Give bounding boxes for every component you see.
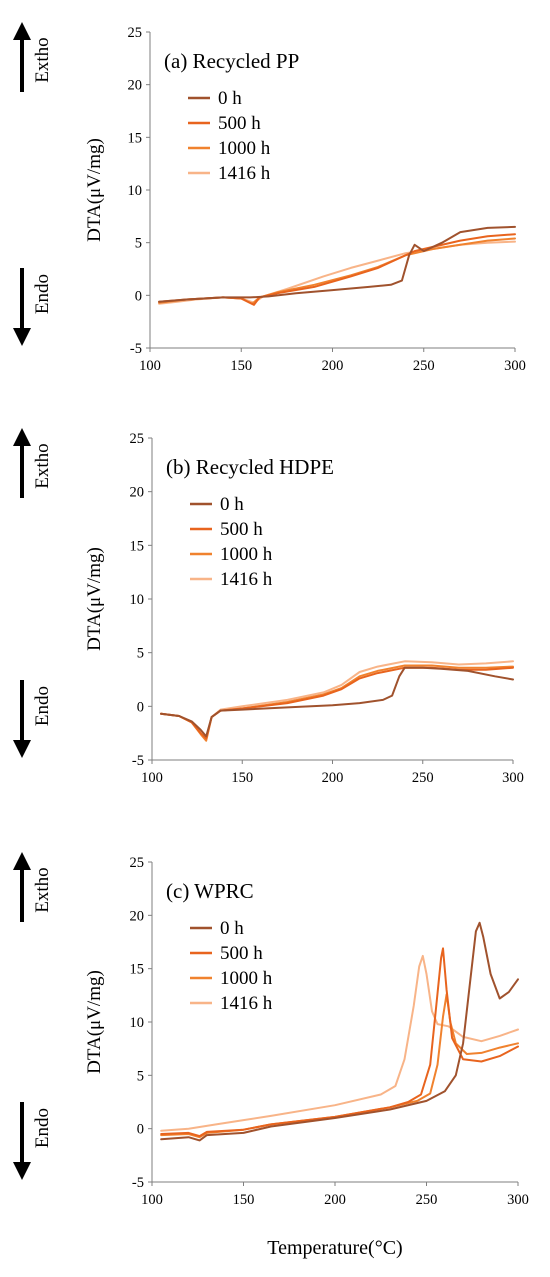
series-line-1416h bbox=[158, 240, 516, 305]
x-tick-label: 150 bbox=[230, 358, 252, 374]
legend-label: 500 h bbox=[218, 113, 261, 134]
y-tick-label: 15 bbox=[130, 962, 145, 978]
x-tick-label: 100 bbox=[141, 1192, 163, 1208]
exotherm-label: Extho bbox=[32, 867, 53, 912]
series-line-0h bbox=[158, 225, 516, 303]
legend-label: 1000 h bbox=[220, 544, 273, 565]
series-line-1000h bbox=[160, 664, 514, 742]
arrow-down-icon bbox=[13, 268, 31, 346]
legend-label: 1000 h bbox=[220, 968, 273, 989]
y-tick-label: 10 bbox=[128, 183, 143, 199]
y-tick-label: 0 bbox=[137, 699, 144, 715]
panel-3: -5 0 5 10 15 20 25 100 150 200 250 300 DTA(μV/mg) (c)… bbox=[13, 852, 529, 1208]
legend-label: 500 h bbox=[220, 519, 263, 540]
series-line-1416h bbox=[160, 954, 519, 1132]
y-tick-label: 0 bbox=[135, 288, 142, 304]
exotherm-label: Extho bbox=[32, 443, 53, 488]
y-axis-label: DTA(μV/mg) bbox=[84, 138, 105, 242]
y-tick-label: -5 bbox=[132, 1175, 144, 1191]
arrow-down-icon bbox=[13, 1102, 31, 1180]
arrow-down-icon bbox=[13, 680, 31, 758]
y-tick-label: 15 bbox=[128, 130, 143, 146]
y-axis-label: DTA(μV/mg) bbox=[84, 970, 105, 1074]
x-axis-label: Temperature(°C) bbox=[267, 1237, 402, 1259]
legend-label: 1416 h bbox=[220, 993, 273, 1014]
y-tick-label: 25 bbox=[130, 431, 145, 447]
x-tick-label: 300 bbox=[502, 770, 524, 786]
arrow-up-icon bbox=[13, 22, 31, 92]
x-tick-label: 150 bbox=[231, 770, 253, 786]
legend-label: 500 h bbox=[220, 943, 263, 964]
y-tick-label: 10 bbox=[130, 1015, 145, 1031]
y-tick-label: 10 bbox=[130, 592, 145, 608]
exotherm-label: Extho bbox=[32, 37, 53, 82]
panel-1: -5 0 5 10 15 20 25 100 150 200 250 300 DTA(μV/mg) (a)… bbox=[13, 22, 526, 374]
legend-label: 0 h bbox=[218, 88, 242, 109]
y-tick-label: 20 bbox=[130, 908, 145, 924]
y-tick-label: 25 bbox=[128, 25, 143, 41]
x-tick-label: 250 bbox=[412, 770, 434, 786]
y-tick-label: 25 bbox=[130, 855, 145, 871]
series-line-1416h bbox=[160, 660, 514, 740]
legend-label: 0 h bbox=[220, 918, 244, 939]
endotherm-label: Endo bbox=[32, 1108, 53, 1148]
x-tick-label: 150 bbox=[233, 1192, 255, 1208]
legend-label: 1416 h bbox=[218, 163, 271, 184]
x-tick-label: 100 bbox=[141, 770, 163, 786]
y-tick-label: 5 bbox=[137, 646, 144, 662]
legend-label: 1416 h bbox=[220, 569, 273, 590]
x-tick-label: 200 bbox=[322, 770, 344, 786]
y-tick-label: -5 bbox=[132, 753, 144, 769]
arrow-up-icon bbox=[13, 852, 31, 922]
series-line-500h bbox=[160, 947, 519, 1138]
x-tick-label: 300 bbox=[507, 1192, 529, 1208]
panel-title: (a) Recycled PP bbox=[164, 49, 299, 73]
panel-title: (b) Recycled HDPE bbox=[166, 455, 334, 479]
y-tick-label: 5 bbox=[137, 1068, 144, 1084]
y-tick-label: 20 bbox=[128, 78, 143, 94]
panel-title: (c) WPRC bbox=[166, 879, 254, 903]
endotherm-label: Endo bbox=[32, 274, 53, 314]
x-tick-label: 250 bbox=[416, 1192, 438, 1208]
series-line-0h bbox=[160, 666, 514, 738]
x-tick-label: 100 bbox=[139, 358, 161, 374]
y-axis-label: DTA(μV/mg) bbox=[84, 547, 105, 651]
x-tick-label: 200 bbox=[324, 1192, 346, 1208]
y-tick-label: 20 bbox=[130, 485, 145, 501]
legend-label: 1000 h bbox=[218, 138, 271, 159]
panel-2: -5 0 5 10 15 20 25 100 150 200 250 300 DTA(μV/mg) (b)… bbox=[13, 428, 524, 786]
x-tick-label: 250 bbox=[413, 358, 435, 374]
y-tick-label: 0 bbox=[137, 1122, 144, 1138]
x-tick-label: 200 bbox=[322, 358, 344, 374]
y-tick-label: 5 bbox=[135, 236, 142, 252]
legend-label: 0 h bbox=[220, 494, 244, 515]
y-tick-label: -5 bbox=[130, 341, 142, 357]
x-tick-label: 300 bbox=[504, 358, 526, 374]
arrow-up-icon bbox=[13, 428, 31, 498]
endotherm-label: Endo bbox=[32, 686, 53, 726]
y-tick-label: 15 bbox=[130, 538, 145, 554]
series-line-0h bbox=[160, 921, 519, 1142]
series-line-500h bbox=[160, 666, 514, 740]
